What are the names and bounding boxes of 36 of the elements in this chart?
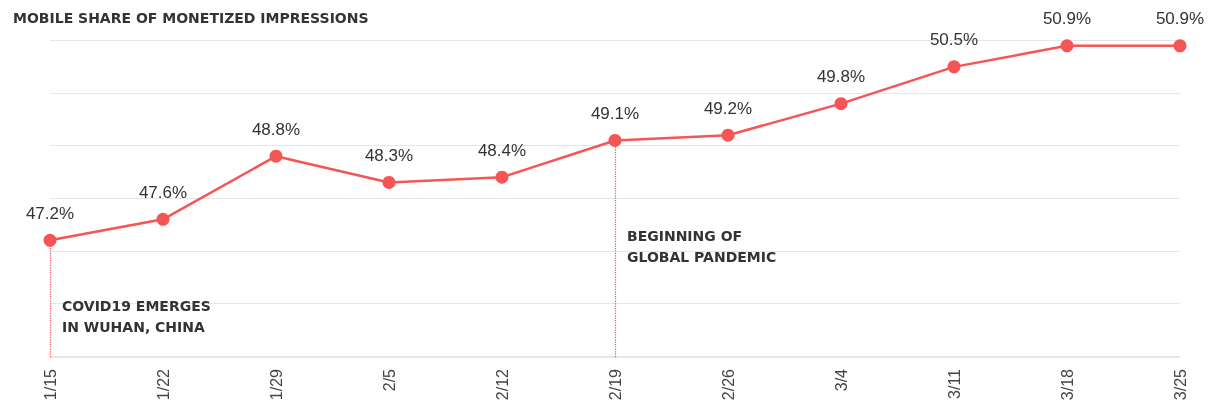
- x-tick-label: 1/15: [41, 368, 59, 401]
- chart-title: MOBILE SHARE OF MONETIZED IMPRESSIONS: [13, 10, 369, 26]
- point: [1060, 39, 1074, 53]
- point: [269, 149, 283, 163]
- ref-line-label: BEGINNING OF GLOBAL PANDEMIC: [627, 227, 777, 265]
- x-tick-label: 3/4: [832, 368, 850, 392]
- point: [156, 212, 170, 226]
- data-label: 50.9%: [1155, 9, 1205, 29]
- x-tick-label: 1/22: [154, 368, 172, 401]
- x-tick-label: 2/19: [606, 368, 624, 401]
- ref-line-label: COVID19 EMERGES IN WUHAN, CHINA: [62, 297, 211, 335]
- point: [608, 133, 622, 147]
- data-label: 48.3%: [364, 145, 414, 165]
- point: [1173, 39, 1187, 53]
- x-tick-label: 3/25: [1171, 368, 1189, 401]
- data-label: 48.8%: [251, 119, 301, 139]
- point: [721, 128, 735, 142]
- x-tick-label: 1/29: [267, 368, 285, 401]
- x-tick-label: 3/11: [945, 368, 963, 399]
- point: [947, 60, 961, 74]
- data-label: 50.9%: [1042, 9, 1092, 29]
- data-label: 49.2%: [703, 98, 753, 118]
- point: [43, 233, 57, 247]
- data-label: 48.4%: [477, 140, 527, 160]
- data-label: 49.8%: [816, 67, 866, 87]
- data-label: 50.5%: [929, 30, 979, 50]
- data-label: 49.1%: [590, 103, 640, 123]
- data-label: 47.2%: [25, 203, 75, 223]
- x-tick-label: 3/18: [1058, 368, 1076, 401]
- point: [495, 170, 509, 184]
- point: [382, 176, 396, 189]
- x-tick-label: 2/26: [719, 368, 737, 401]
- x-tick-label: 2/5: [380, 368, 398, 392]
- point: [834, 97, 848, 111]
- data-label: 47.6%: [138, 182, 188, 202]
- x-tick-label: 2/12: [493, 368, 511, 401]
